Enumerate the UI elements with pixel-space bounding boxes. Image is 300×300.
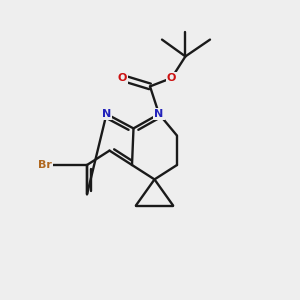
Text: Br: Br [38, 160, 52, 170]
Text: O: O [118, 73, 127, 83]
Text: N: N [102, 109, 111, 119]
Text: O: O [167, 73, 176, 83]
Text: N: N [154, 109, 164, 119]
